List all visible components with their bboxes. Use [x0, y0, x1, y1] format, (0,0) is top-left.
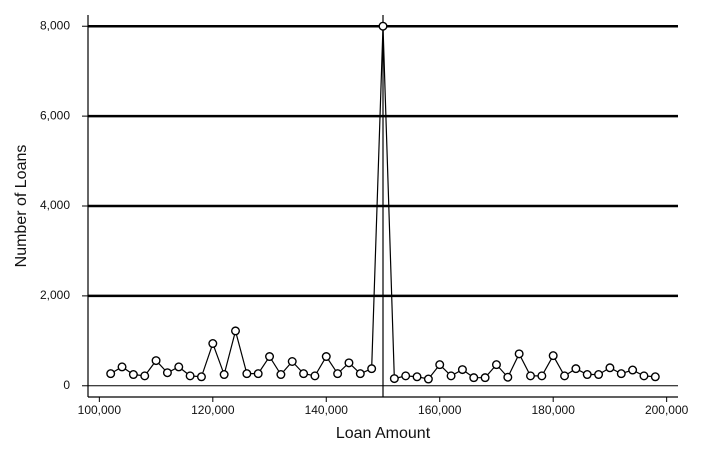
data-point [469, 373, 479, 383]
data-point [128, 370, 138, 380]
data-point [321, 352, 331, 362]
x-tick-label: 180,000 [531, 403, 575, 417]
data-point [560, 371, 570, 381]
data-point [117, 362, 127, 372]
data-point [412, 372, 422, 382]
data-point [265, 352, 275, 362]
x-tick-label: 140,000 [305, 403, 349, 417]
y-tick-label: 0 [63, 378, 70, 392]
data-point [548, 351, 558, 361]
data-point [208, 339, 218, 349]
data-point [174, 362, 184, 372]
data-point [446, 371, 456, 381]
data-point [140, 371, 150, 381]
data-point [253, 369, 263, 379]
data-point [299, 369, 309, 379]
data-point [389, 374, 399, 384]
x-tick-label: 120,000 [191, 403, 235, 417]
data-point [242, 369, 252, 379]
data-point [230, 326, 240, 336]
y-tick-label: 2,000 [40, 288, 70, 302]
data-point [378, 21, 388, 31]
data-point [355, 369, 365, 379]
data-point [423, 374, 433, 384]
data-point [367, 364, 377, 374]
data-point [594, 370, 604, 380]
data-point [480, 373, 490, 383]
data-point [435, 360, 445, 370]
data-point [491, 360, 501, 370]
y-axis-title: Number of Loans [13, 145, 30, 268]
data-point [526, 371, 536, 381]
data-point [219, 370, 229, 380]
x-tick-label: 200,000 [645, 403, 689, 417]
data-point [162, 368, 172, 378]
data-point [582, 370, 592, 380]
data-point [151, 356, 161, 366]
x-tick-label: 160,000 [418, 403, 462, 417]
data-point [514, 349, 524, 359]
data-point [185, 371, 195, 381]
x-tick-label: 100,000 [78, 403, 122, 417]
y-tick-label: 4,000 [40, 198, 70, 212]
data-point [196, 372, 206, 382]
data-point [537, 371, 547, 381]
data-point [571, 364, 581, 374]
data-point [333, 369, 343, 379]
y-tick-label: 6,000 [40, 108, 70, 122]
data-point [605, 363, 615, 373]
y-tick-label: 8,000 [40, 18, 70, 32]
data-point [650, 372, 660, 382]
data-point [401, 371, 411, 381]
data-point [503, 372, 513, 382]
data-point [106, 369, 116, 379]
data-point [616, 369, 626, 379]
data-point [628, 365, 638, 375]
x-axis-title: Loan Amount [336, 425, 431, 442]
data-point [639, 371, 649, 381]
data-point [344, 358, 354, 368]
data-point [287, 356, 297, 366]
data-point [310, 371, 320, 381]
data-point [276, 370, 286, 380]
data-point [457, 365, 467, 375]
